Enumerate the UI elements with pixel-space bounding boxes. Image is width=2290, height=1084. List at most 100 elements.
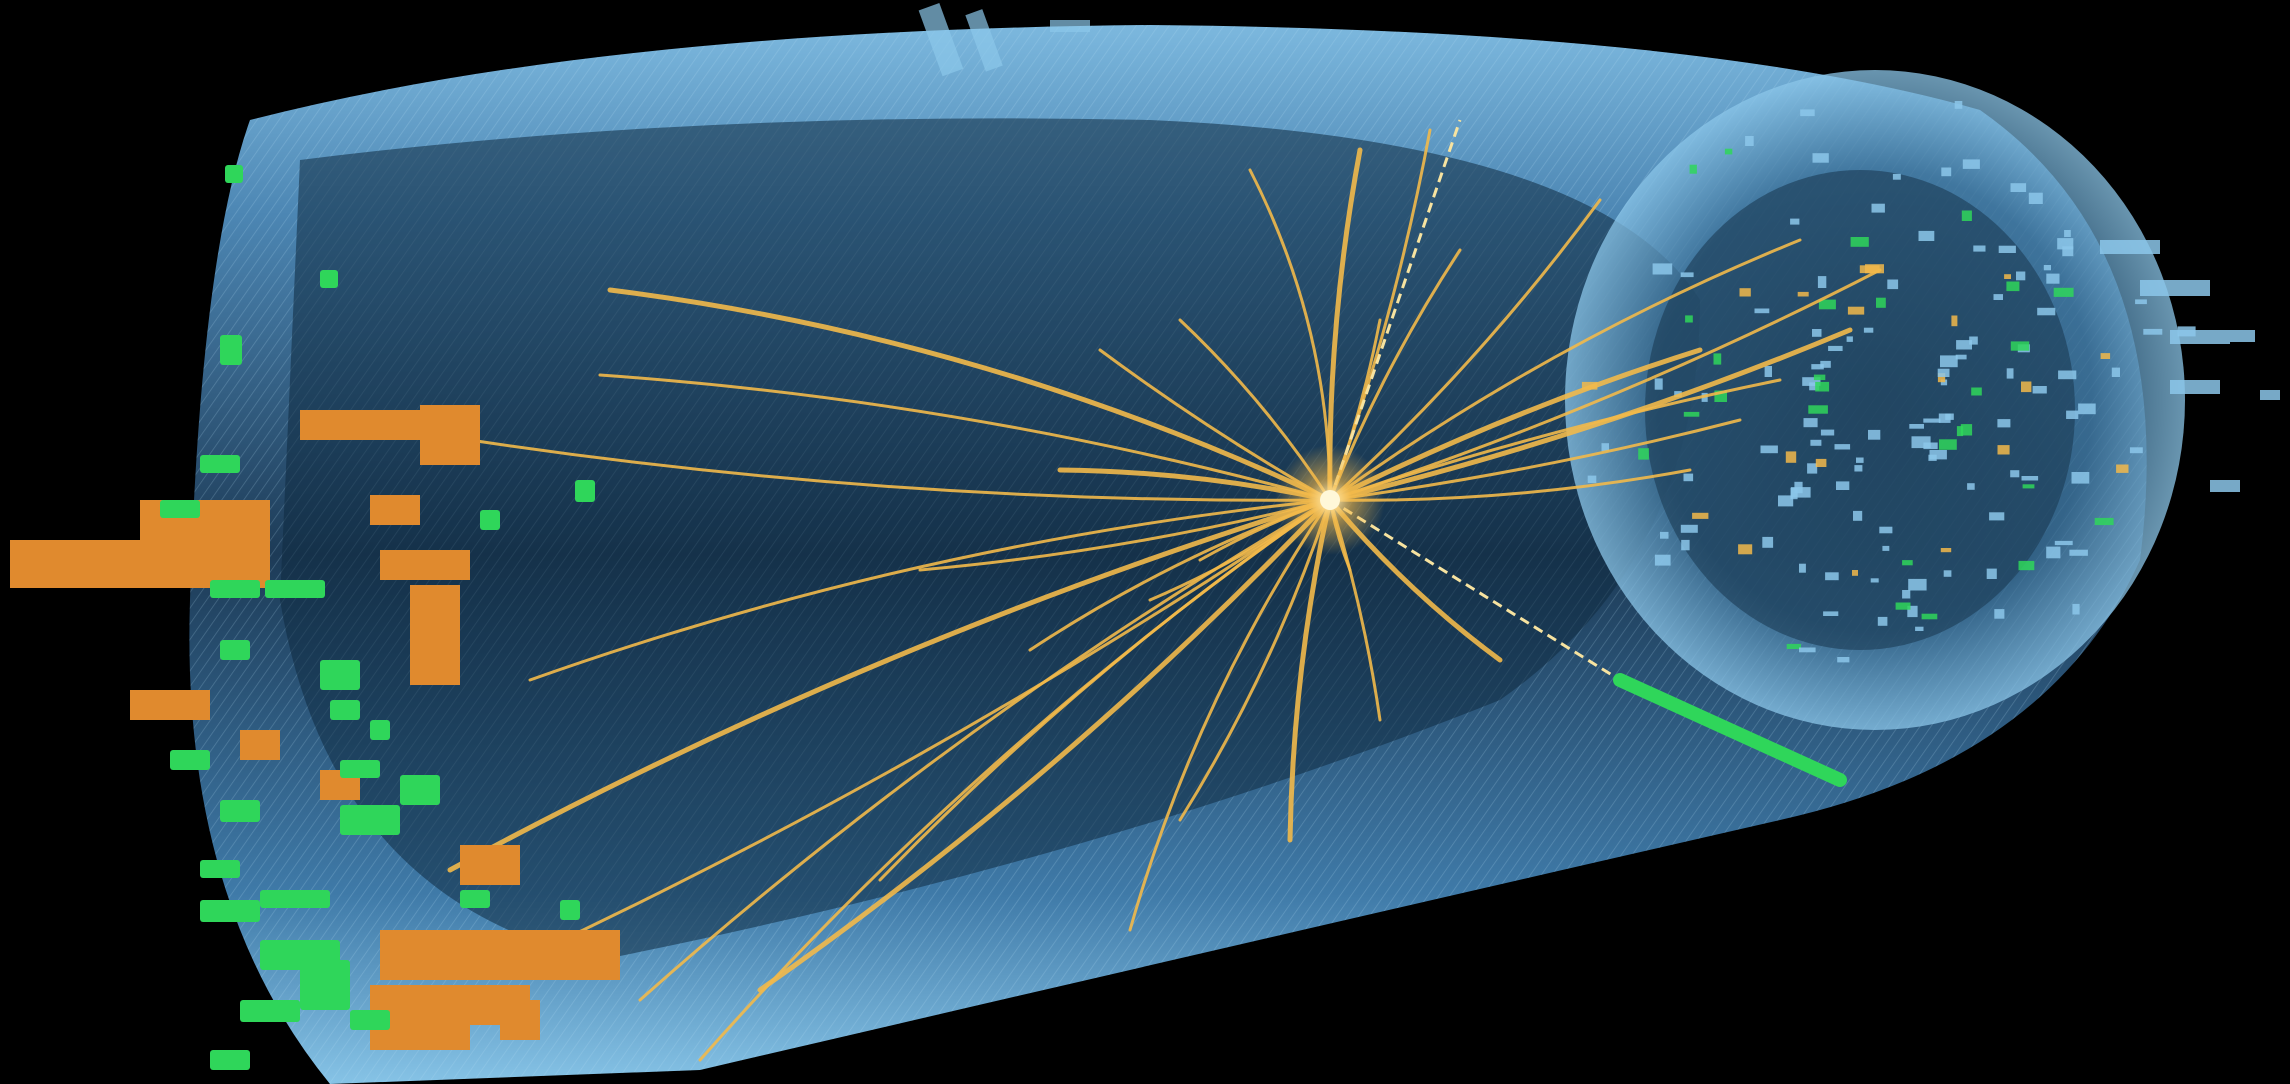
- endcap-hit: [1960, 424, 1973, 436]
- muon-chamber-hits: [160, 165, 595, 1070]
- endcap-hit: [1837, 657, 1850, 663]
- endcap-hit: [1762, 536, 1774, 548]
- endcap-hit: [1967, 483, 1975, 490]
- endcap-hit: [2032, 386, 2047, 394]
- calorimeter-block: [420, 405, 480, 465]
- endcap-hit: [1785, 451, 1797, 463]
- track: [598, 373, 1332, 502]
- endcap-hit: [1997, 419, 2011, 428]
- endcap-hit: [1683, 411, 1700, 417]
- muon-hit: [575, 480, 595, 502]
- endcap-hit: [1998, 245, 2016, 253]
- endcap-hit: [1871, 203, 1885, 213]
- endcap-hit: [1587, 475, 1597, 483]
- endcap-hit: [1828, 345, 1843, 351]
- endcap-hit: [1680, 272, 1694, 278]
- endcap-hit: [2072, 603, 2080, 615]
- endcap-fragment: [2210, 480, 2240, 492]
- endcap-hit: [2062, 246, 2074, 257]
- endcap-hit: [2066, 410, 2079, 419]
- endcap-hit: [2057, 238, 2074, 250]
- muon-hit: [225, 165, 243, 183]
- detector-endcap: [1565, 70, 2185, 730]
- endcap-hit: [1994, 609, 2005, 619]
- muon-hit: [350, 1010, 390, 1030]
- track: [1128, 498, 1332, 932]
- endcap-fragment: [2100, 240, 2160, 254]
- endcap-hit: [1941, 167, 1952, 177]
- top-detector-fragments: [918, 3, 1090, 77]
- endcap-hit: [2004, 274, 2011, 279]
- endcap-hit: [1859, 265, 1880, 274]
- endcap-hit: [1803, 418, 1818, 428]
- endcap-hit: [1870, 578, 1879, 583]
- endcap-hit: [1818, 299, 1836, 310]
- muon-hit: [220, 640, 250, 660]
- endcap-hit: [2064, 230, 2071, 237]
- calorimeter-block: [410, 585, 460, 685]
- endcap-hit: [1940, 355, 1958, 368]
- endcap-hit: [1813, 374, 1826, 381]
- muon-hit: [330, 700, 360, 720]
- endcap-hit: [1939, 439, 1957, 450]
- muon-hit: [480, 510, 500, 530]
- calorimeter-deposits: [10, 405, 620, 1050]
- endcap-hit: [1853, 510, 1863, 521]
- endcap-hit: [1907, 605, 1918, 618]
- endcap-hit: [2006, 368, 2014, 379]
- endcap-hit: [1895, 602, 1911, 610]
- endcap-fragment: [2260, 390, 2280, 400]
- endcap-hit: [2016, 271, 2026, 281]
- endcap-hit: [1923, 442, 1938, 450]
- endcap-hit: [1790, 218, 1800, 225]
- muon-hit: [200, 455, 240, 473]
- endcap-hit: [1786, 643, 1801, 649]
- muon-hit: [300, 960, 350, 1010]
- endcap-hit: [1955, 354, 1967, 360]
- endcap-hit: [1887, 279, 1899, 290]
- endcap-hit: [2053, 287, 2074, 297]
- endcap-hit: [1915, 626, 1924, 631]
- endcap-hit: [1745, 136, 1754, 146]
- muon-hit: [210, 580, 260, 598]
- muon-hit: [220, 800, 260, 822]
- endcap-hit: [1817, 276, 1827, 288]
- interaction-point: [1275, 445, 1385, 555]
- endcap-hit: [1820, 429, 1835, 436]
- endcap-hit: [1954, 101, 1963, 109]
- endcap-hit: [1654, 554, 1671, 566]
- muon-hit: [265, 580, 325, 598]
- endcap-hit: [1876, 297, 1886, 308]
- endcap-hit: [1962, 159, 1980, 169]
- endcap-hit: [1601, 443, 1609, 452]
- endcap-hit: [1902, 560, 1913, 566]
- dashed-tracks: [1328, 119, 1621, 682]
- endcap-hits: [1581, 101, 2280, 663]
- endcap-hit: [1683, 473, 1694, 482]
- endcap-hit: [1971, 387, 1982, 396]
- endcap-hit: [1911, 436, 1931, 449]
- endcap-hit: [1846, 336, 1853, 342]
- endcap-hit: [2037, 307, 2056, 316]
- calorimeter-block: [380, 550, 470, 580]
- endcap-hit: [1815, 381, 1830, 392]
- endcap-hit: [1956, 340, 1972, 350]
- endcap-hit: [1825, 572, 1839, 581]
- endcap-hit: [2021, 476, 2039, 481]
- endcap-hit: [1945, 413, 1954, 420]
- calorimeter-block: [370, 495, 420, 525]
- endcap-hit: [2094, 517, 2114, 526]
- calorimeter-block: [130, 690, 210, 720]
- endcap-hit: [1943, 570, 1952, 577]
- endcap-hit: [1868, 429, 1881, 440]
- endcap-hit: [1754, 308, 1770, 314]
- muon-hit: [200, 860, 240, 878]
- endcap-hit: [1764, 366, 1772, 377]
- endcap-hit: [1877, 616, 1888, 626]
- muon-hit: [560, 900, 580, 920]
- endcap-hit: [1713, 353, 1722, 365]
- track: [918, 498, 1332, 572]
- track: [1327, 327, 1853, 503]
- endcap-hit: [2022, 484, 2035, 489]
- endcap-hit: [2054, 540, 2073, 546]
